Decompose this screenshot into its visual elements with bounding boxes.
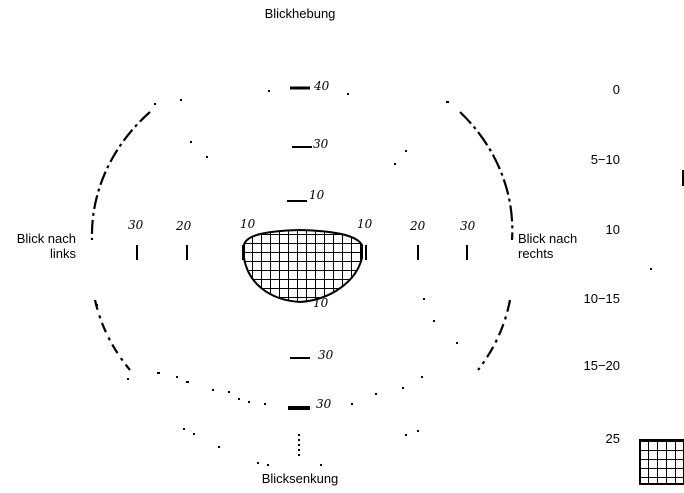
scale-label-10-15: 10−15 (583, 291, 620, 306)
gaze-left-label-line2: links (49, 246, 76, 261)
gaze-left-label-line1: Blick nach (16, 231, 76, 246)
gaze-right-label-line1: Blick nach (518, 231, 578, 246)
h-degree-right-30: 30 (460, 219, 476, 233)
v-degree-up-40: 40 (314, 79, 330, 93)
gaze-down-label: Blicksenkung (261, 471, 339, 486)
scale-label-10: 10 (605, 222, 620, 237)
v-degree-down-10: 10 (313, 296, 329, 310)
gaze-right-label-line2: rechts (518, 246, 554, 261)
outer-field-circle (90, 111, 514, 371)
v-degree-up-10: 10 (309, 188, 325, 202)
gaze-right-label: Blick nach rechts (518, 231, 598, 261)
scale-label-0: 0 (612, 82, 620, 97)
h-degree-left-20: 20 (176, 219, 192, 233)
h-degree-left-10: 10 (240, 217, 256, 231)
h-degree-left-30: 30 (128, 218, 144, 232)
vertical-axis (287, 86, 312, 456)
h-degree-right-10: 10 (357, 217, 373, 231)
gaze-up-label: Blickhebung (264, 6, 336, 21)
scale-label-15-20: 15−20 (583, 358, 620, 373)
h-degree-right-20: 20 (410, 219, 426, 233)
scale-label-5-10: 5−10 (590, 152, 620, 167)
scale-label-25: 25 (605, 431, 620, 446)
v-degree-down-30: 30 (318, 348, 334, 362)
v-degree-down-30b: 30 (316, 397, 332, 411)
field-dots (96, 90, 684, 466)
single-vision-zone (243, 228, 363, 304)
gaze-left-label: Blick nach links (0, 231, 76, 261)
legend-swatch (639, 439, 684, 485)
v-degree-up-30: 30 (313, 137, 329, 151)
